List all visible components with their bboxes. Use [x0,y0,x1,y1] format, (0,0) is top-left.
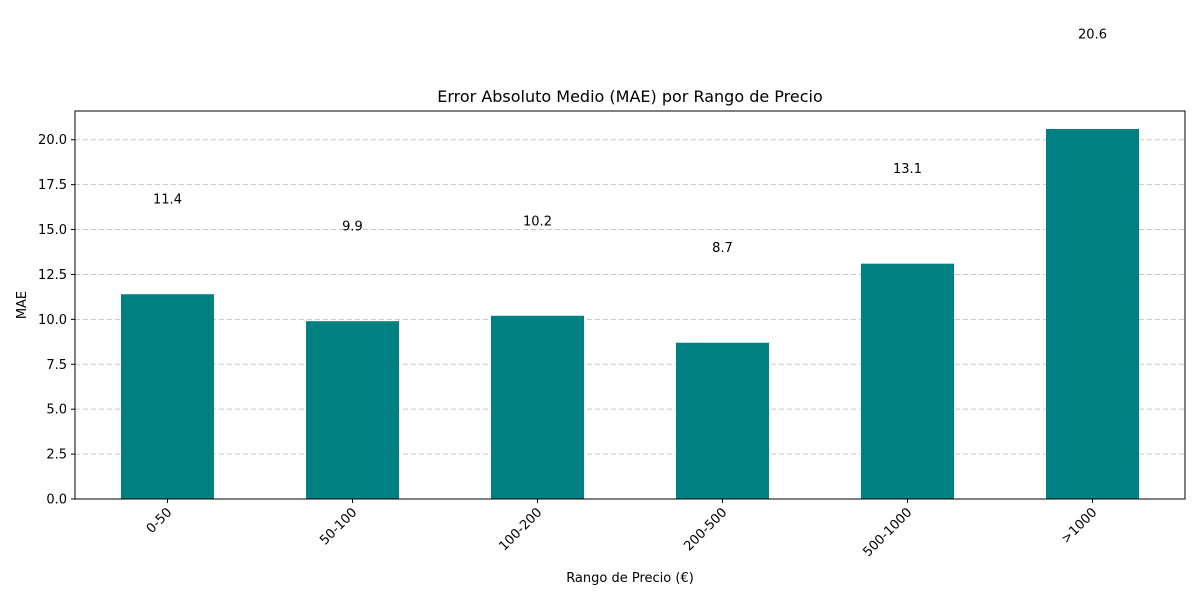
y-tick-label: 12.5 [38,268,67,283]
bar [121,294,214,499]
y-axis: 0.0 2.5 5.0 7.5 10.0 12.5 15.0 17.5 20.0 [38,133,75,508]
bar [861,263,954,499]
x-tick-label: >1000 [1059,505,1101,547]
bar [676,342,769,499]
bar-value-label: 10.2 [523,214,552,229]
bar-value-label: 8.7 [712,241,733,256]
x-tick-label: 100-200 [496,505,545,554]
x-tick-label: 0-50 [144,505,175,536]
y-tick-label: 0.0 [46,493,67,508]
x-tick-label: 200-500 [681,505,730,554]
y-tick-label: 2.5 [46,448,67,463]
y-tick-label: 17.5 [38,178,67,193]
bar-value-label: 9.9 [342,220,363,235]
x-tick-label: 500-1000 [860,505,915,560]
bar-value-label: 20.6 [1078,27,1107,42]
bar-value-label: 13.1 [893,162,922,177]
y-tick-label: 15.0 [38,223,67,238]
chart-title: Error Absoluto Medio (MAE) por Rango de … [437,87,823,106]
plot-frame [74,110,1186,500]
bar-value-label: 11.4 [153,193,182,208]
bars [121,128,1139,500]
y-tick-label: 20.0 [38,133,67,148]
y-axis-title: MAE [15,291,30,319]
y-tick-label: 10.0 [38,313,67,328]
x-tick-label: 50-100 [317,505,360,548]
x-axis: 0-50 50-100 100-200 200-500 500-1000 >1000 [144,499,1100,560]
bar [1046,128,1139,500]
bar [491,315,584,499]
y-tick-label: 7.5 [46,358,67,373]
x-axis-title: Rango de Precio (€) [566,571,694,586]
y-tick-label: 5.0 [46,403,67,418]
bar [306,321,399,499]
gridlines [75,139,1185,500]
data-labels: 11.4 9.9 10.2 8.7 13.1 20.6 [153,27,1107,256]
